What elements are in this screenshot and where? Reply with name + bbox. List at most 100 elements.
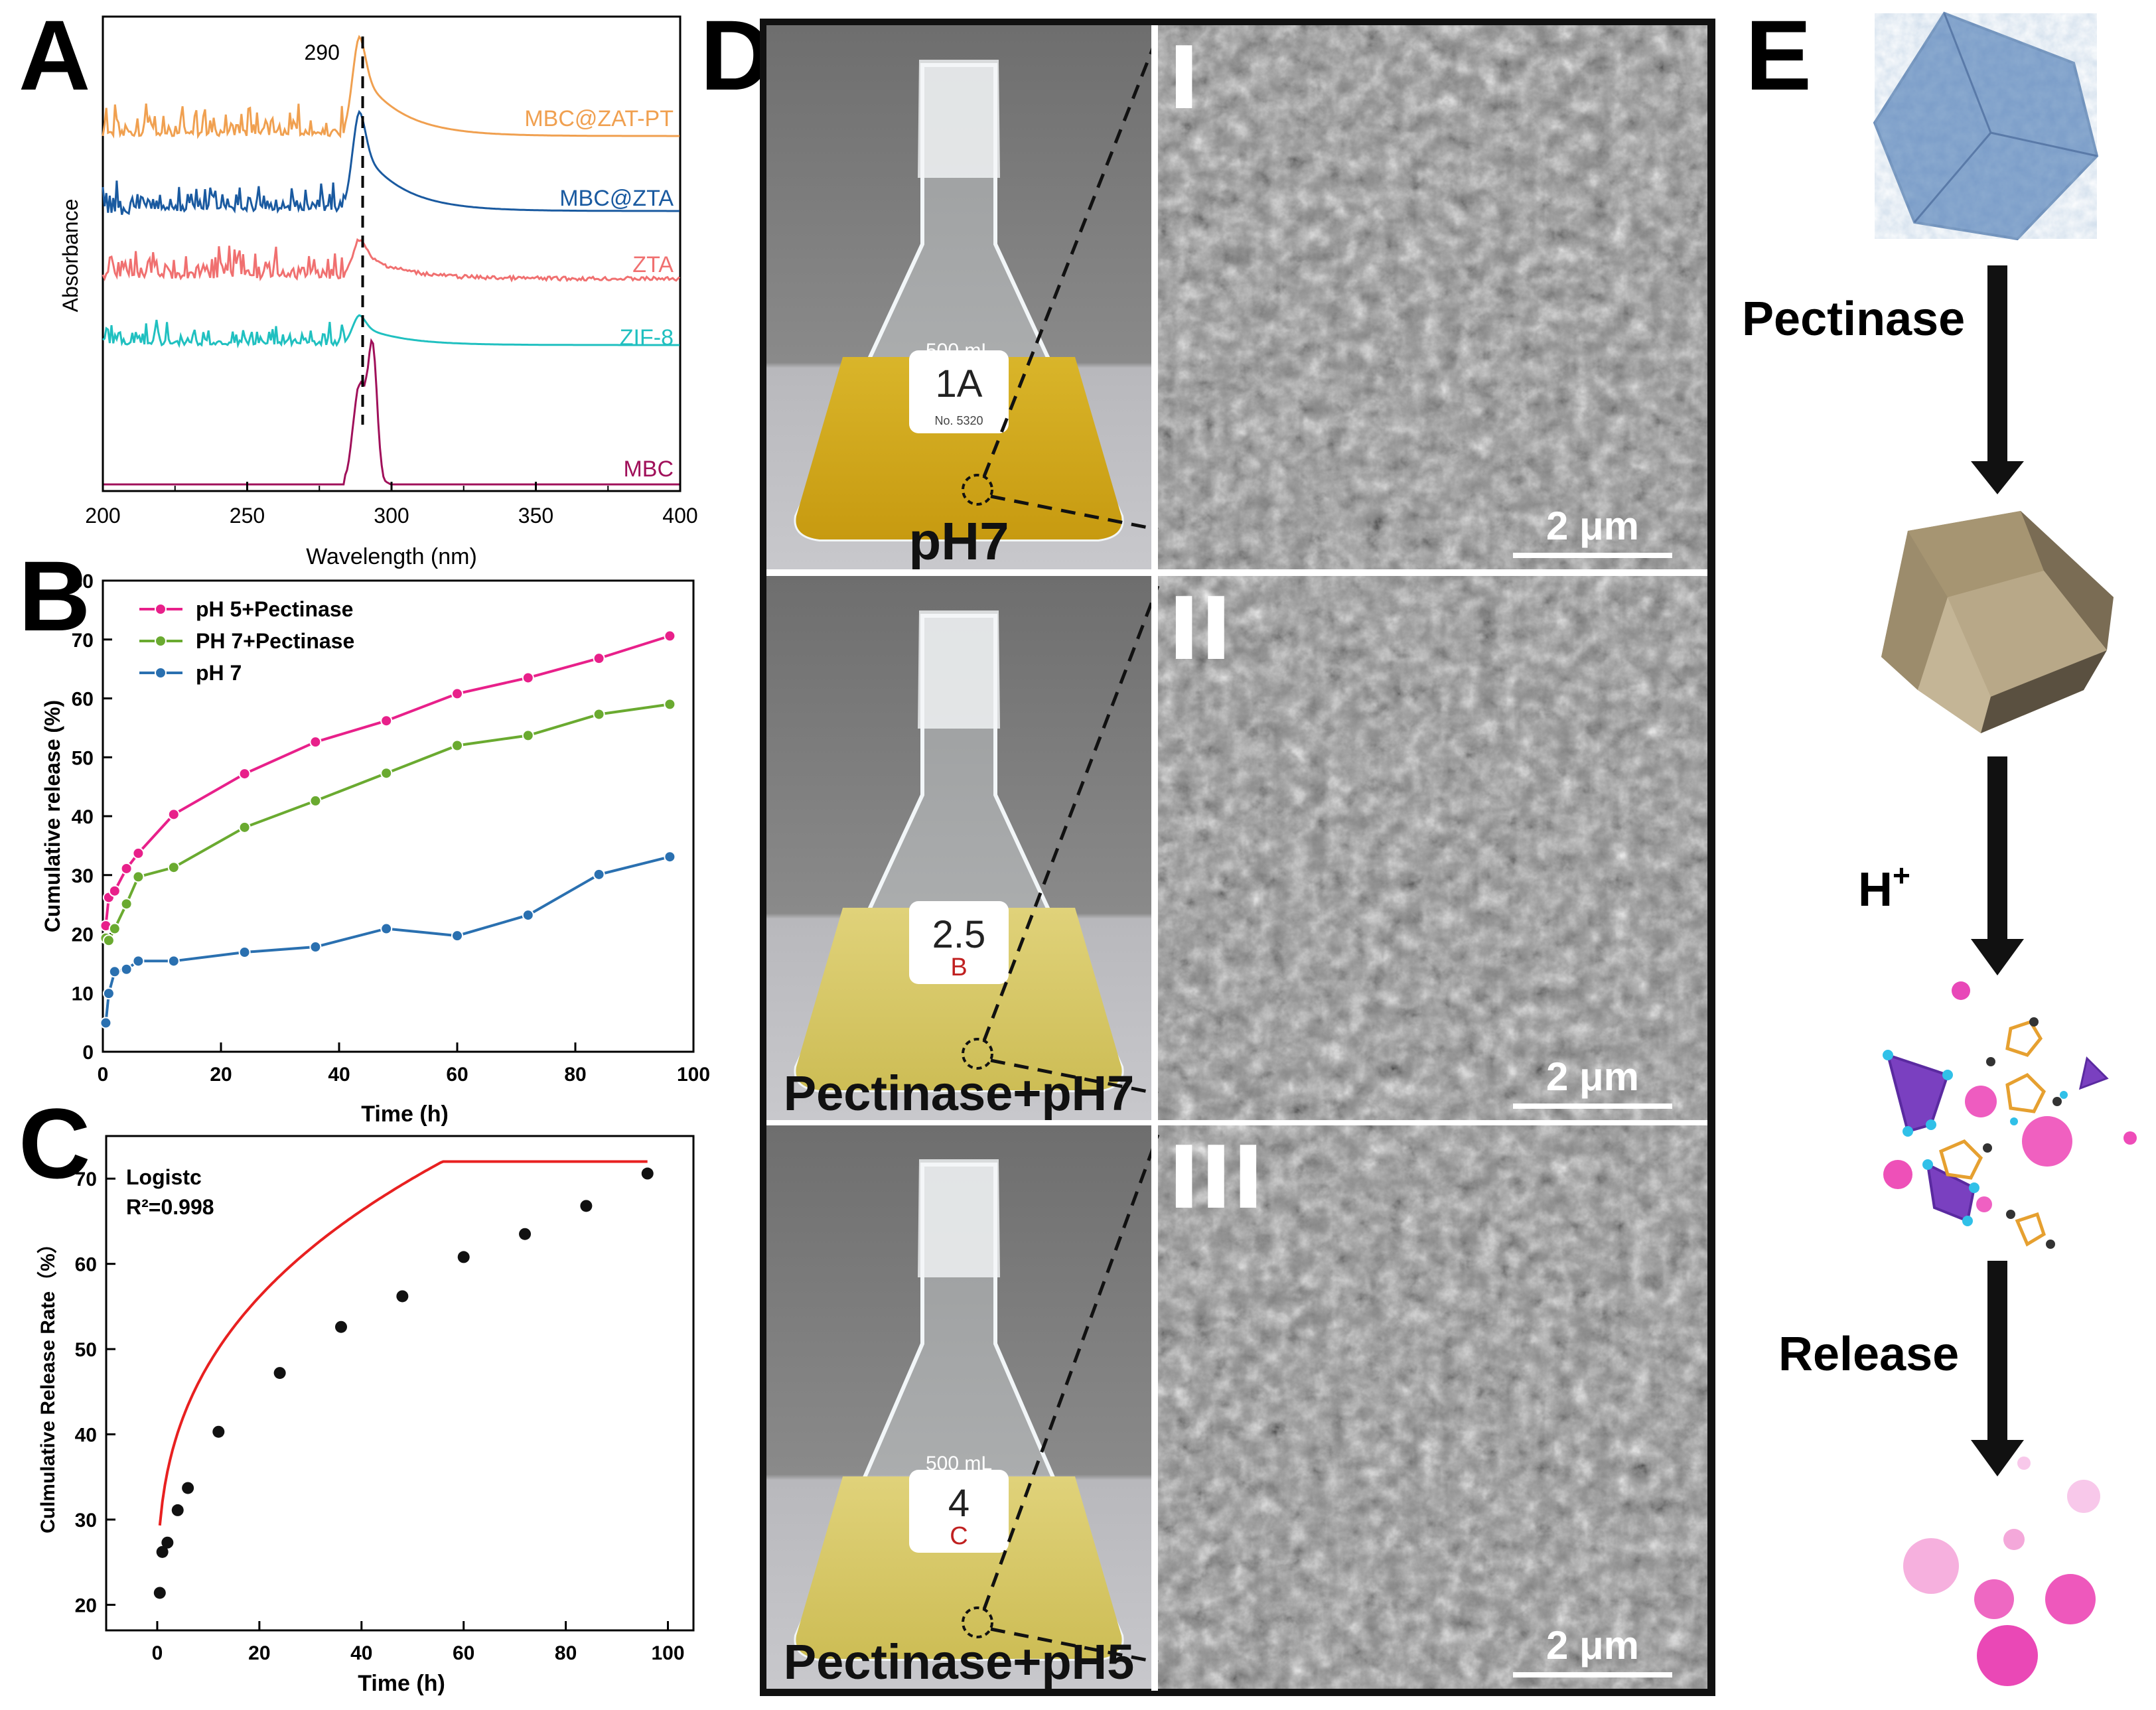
- panel-c: C 20 30 40 50 60 70 0 20 40 60 80 100 Logistc R²=0.…: [19, 1088, 695, 1696]
- y-tick-label-50: 50: [75, 1339, 97, 1361]
- point-ph-7-pectinase-7: [309, 794, 322, 807]
- decomposition-fragments: [1883, 981, 2137, 1249]
- point-ph-5-pectinase-6: [238, 768, 251, 780]
- y-tick-label-40: 40: [75, 1425, 97, 1447]
- spectrum-zta: [102, 238, 681, 283]
- panel-b: B 0 10 20 30 40 50 60 70 80 0 20 40 60 80 100 pH 5+Pec…: [19, 540, 710, 1127]
- panel-b-frame: [102, 579, 695, 1053]
- y-tick-label-10: 10: [72, 983, 94, 1005]
- point-ph-5-pectinase-9: [451, 687, 463, 700]
- point-ph-7-7: [309, 941, 322, 954]
- scale-bar-1: [1513, 553, 1672, 558]
- x-tick-label-100: 100: [677, 1064, 710, 1086]
- data-point-5: [212, 1425, 225, 1438]
- zoom-line-top-1: [982, 35, 1160, 477]
- panel-b-ylabel: Cumulative release (%): [40, 700, 64, 932]
- mof-particle-smooth: [1881, 511, 2114, 733]
- flask-condition-label-1: pH7: [908, 512, 1009, 571]
- point-ph-7-12: [664, 851, 676, 863]
- spectrum-zif-8: [102, 314, 680, 349]
- y-tick-label-30: 30: [72, 865, 94, 887]
- flask-tag-text-2: 2.5: [932, 913, 986, 956]
- flask-liquid-1: [796, 357, 1122, 539]
- panel-letter-c: C: [19, 1088, 90, 1199]
- series-label-zta: ZTA: [632, 252, 674, 277]
- data-point-2: [161, 1536, 174, 1549]
- zoom-line-top-3: [982, 1134, 1160, 1610]
- line-ph-7-pectinase: [105, 703, 670, 943]
- y-tick-label-40: 40: [72, 806, 94, 828]
- panel-a: A MBC@ZAT-PT MBC@ZTA ZTA ZIF-8 MBC 200 250 300…: [19, 0, 698, 569]
- zoom-circle-3: [962, 1606, 993, 1638]
- zoom-line-bottom-3: [990, 1627, 1159, 1664]
- process-arrows: [1971, 265, 2024, 1476]
- r-squared-label: R²=0.998: [126, 1195, 214, 1219]
- scale-bar-2: [1513, 1104, 1672, 1109]
- sem-numeral-2: II: [1168, 579, 1232, 679]
- panel-b-series: [100, 630, 676, 1029]
- panel-b-axes: 0 10 20 30 40 50 60 70 80 0 20 40 60 80 100: [72, 571, 710, 1086]
- data-point-0: [153, 1587, 166, 1599]
- zoom-circle-2: [962, 1038, 993, 1070]
- scale-bar-3: [1513, 1672, 1672, 1677]
- legend-marker-ph-5-pectinase: [155, 603, 167, 615]
- point-ph-7-10: [522, 909, 534, 922]
- panel-c-ylabel: Culmulative Release Rate（%）: [36, 1234, 59, 1533]
- panel-d-vertical-divider: [1151, 25, 1158, 1691]
- step-release-label: Release: [1778, 1328, 1959, 1381]
- legend-label-ph-7-pectinase: PH 7+Pectinase: [196, 629, 354, 653]
- point-ph-7-3: [120, 963, 133, 975]
- data-point-10: [519, 1228, 532, 1240]
- panel-a-spectra: MBC@ZAT-PT MBC@ZTA ZTA ZIF-8 MBC: [102, 35, 681, 486]
- proton-symbol: H: [1858, 863, 1893, 916]
- data-point-3: [171, 1504, 184, 1516]
- flask-liquid-2: [796, 908, 1122, 1090]
- y-tick-label-70: 70: [72, 630, 94, 652]
- panel-a-ylabel: Absorbance: [58, 199, 82, 313]
- data-point-1: [156, 1545, 169, 1558]
- y-tick-label-80: 80: [72, 571, 94, 593]
- point-ph-7-1: [102, 987, 115, 1000]
- sem-numeral-3: III: [1168, 1127, 1264, 1228]
- step-proton-label: H+: [1858, 858, 1910, 916]
- zoom-circle-1: [962, 474, 993, 506]
- panel-letter-e: E: [1745, 0, 1812, 111]
- y-tick-label-50: 50: [72, 747, 94, 769]
- flask-seal-1: [918, 60, 1000, 178]
- x-tick-label-20: 20: [248, 1642, 270, 1664]
- data-point-8: [396, 1290, 409, 1303]
- spectrum-mbc: [103, 338, 680, 486]
- point-ph-5-pectinase-7: [309, 736, 322, 748]
- data-point-11: [580, 1200, 593, 1212]
- panel-b-legend: pH 5+Pectinase PH 7+Pectinase pH 7: [139, 597, 354, 685]
- point-ph-7-2: [108, 965, 121, 978]
- flask-tag-sub-3: C: [950, 1522, 968, 1550]
- peak-290-label: 290: [305, 40, 340, 64]
- fit-model-label: Logistc: [126, 1165, 202, 1189]
- point-ph-7-4: [132, 955, 145, 967]
- x-tick-label-200: 200: [85, 504, 120, 528]
- flask-tag-text-3: 4: [948, 1482, 970, 1525]
- point-ph-7-8: [380, 922, 393, 935]
- logistic-fit-curve: [158, 1160, 648, 1526]
- panel-c-axes: 20 30 40 50 60 70 0 20 40 60 80 100: [75, 1169, 685, 1664]
- line-ph-7: [104, 855, 670, 1023]
- data-point-9: [457, 1251, 470, 1263]
- panel-letter-b: B: [19, 540, 90, 652]
- y-tick-label-70: 70: [75, 1169, 97, 1190]
- spectrum-mbc-zat-pt: [102, 35, 680, 139]
- point-ph-7-pectinase-11: [593, 708, 605, 721]
- panel-letter-a: A: [19, 0, 90, 111]
- point-ph-7-pectinase-5: [167, 861, 180, 874]
- scale-label-1: 2 μm: [1546, 504, 1639, 548]
- flask-tag-sub-1: No. 5320: [934, 414, 983, 427]
- scale-label-2: 2 μm: [1546, 1054, 1639, 1099]
- released-drug-bubbles: [1903, 1457, 2100, 1686]
- point-ph-7-9: [451, 930, 463, 942]
- point-ph-5-pectinase-4: [132, 847, 145, 859]
- x-tick-label-250: 250: [230, 504, 265, 528]
- point-ph-5-pectinase-5: [167, 808, 180, 821]
- spectrum-mbc-zta: [102, 109, 680, 216]
- legend-marker-ph-7: [155, 667, 167, 679]
